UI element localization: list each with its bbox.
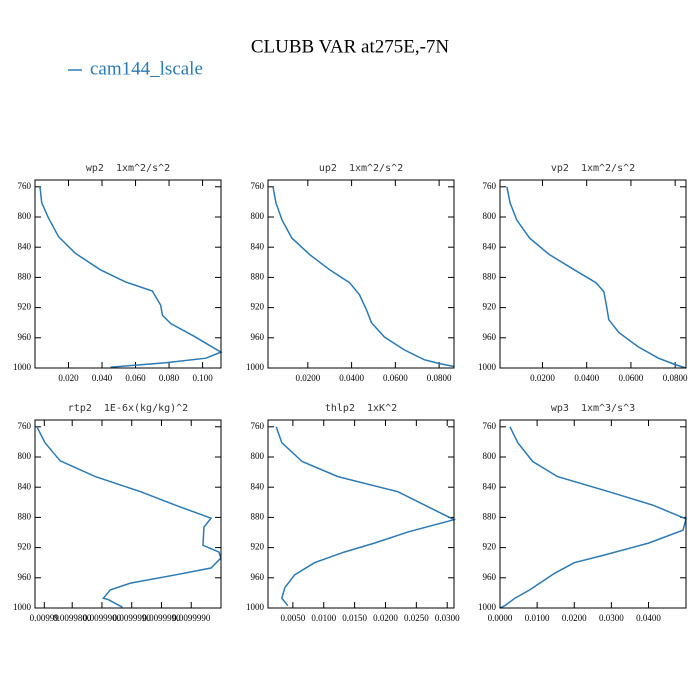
profile-line — [39, 186, 223, 368]
y-tick-label: 1000 — [478, 602, 497, 612]
profile-line — [272, 186, 455, 368]
y-tick-label: 880 — [251, 271, 265, 281]
y-tick-label: 800 — [483, 211, 497, 221]
y-tick-label: 800 — [251, 451, 265, 461]
y-tick-label: 880 — [18, 511, 32, 521]
axes-frame — [34, 419, 222, 609]
y-tick-label: 920 — [483, 542, 497, 552]
y-tick-label: 760 — [251, 181, 265, 191]
y-tick-label: 880 — [18, 271, 32, 281]
y-tick-label: 760 — [18, 421, 32, 431]
y-tick-label: 960 — [251, 572, 265, 582]
x-tick-label: 0.0099800 — [53, 613, 92, 623]
y-tick-label: 1000 — [246, 602, 265, 612]
y-tick-label: 760 — [18, 181, 32, 191]
x-tick-label: 0.0000 — [488, 613, 513, 623]
y-tick-label: 880 — [483, 511, 497, 521]
y-tick-label: 960 — [483, 572, 497, 582]
legend-label: cam144_lscale — [90, 58, 203, 79]
y-tick-label: 840 — [251, 481, 265, 491]
x-tick-label: 0.020 — [58, 373, 79, 383]
y-tick-label: 960 — [251, 332, 265, 342]
x-tick-label: 0.060 — [125, 373, 146, 383]
axes-frame — [267, 419, 455, 609]
y-tick-label: 920 — [251, 302, 265, 312]
x-tick-label: 0.040 — [92, 373, 113, 383]
x-tick-label: 0.0099900 — [83, 613, 122, 623]
profile-line — [499, 426, 687, 609]
x-tick-label: 0.0250 — [404, 613, 429, 623]
y-tick-label: 840 — [483, 481, 497, 491]
subplot-title: rtp2 1E-6x(kg/kg)^2 — [68, 403, 188, 414]
profile-line — [275, 426, 457, 607]
x-tick-label: 0.0100 — [525, 613, 550, 623]
y-tick-label: 800 — [483, 451, 497, 461]
x-tick-label: 0.0600 — [619, 373, 644, 383]
x-tick-label: 0.100 — [192, 373, 213, 383]
profile-line — [36, 426, 222, 608]
x-tick-label: 0.0200 — [562, 613, 587, 623]
x-tick-label: 0.0200 — [295, 373, 320, 383]
y-tick-label: 840 — [251, 241, 265, 251]
subplot-title: vp2 1xm^2/s^2 — [551, 163, 635, 174]
x-tick-label: 0.0400 — [339, 373, 364, 383]
y-tick-label: 880 — [251, 511, 265, 521]
x-tick-label: 0.080 — [159, 373, 180, 383]
y-tick-label: 760 — [483, 421, 497, 431]
x-tick-label: 0.0050 — [281, 613, 306, 623]
y-tick-label: 800 — [18, 211, 32, 221]
y-tick-label: 800 — [18, 451, 32, 461]
x-tick-label: 0.0400 — [574, 373, 599, 383]
x-tick-label: 0.0099990 — [113, 613, 152, 623]
axes-frame — [267, 179, 455, 369]
x-tick-label: 0.00999 — [30, 613, 60, 623]
y-tick-label: 800 — [251, 211, 265, 221]
y-tick-label: 760 — [251, 421, 265, 431]
subplot-title: wp2 1xm^2/s^2 — [86, 163, 170, 174]
x-tick-label: 0.0300 — [435, 613, 460, 623]
y-tick-label: 960 — [483, 332, 497, 342]
axes-frame — [499, 419, 687, 609]
y-tick-label: 920 — [18, 302, 32, 312]
y-tick-label: 1000 — [478, 362, 497, 372]
subplot-title: up2 1xm^2/s^2 — [319, 163, 403, 174]
axes-frame — [499, 179, 687, 369]
y-tick-label: 840 — [483, 241, 497, 251]
x-tick-label: 0.0099990 — [142, 613, 181, 623]
x-tick-label: 0.0800 — [663, 373, 688, 383]
x-tick-label: 0.0099990 — [172, 613, 211, 623]
figure-title: CLUBB VAR at275E,-7N — [251, 36, 450, 57]
y-tick-label: 760 — [483, 181, 497, 191]
y-tick-label: 1000 — [246, 362, 265, 372]
subplot-title: wp3 1xm^3/s^3 — [551, 403, 635, 414]
x-tick-label: 0.0200 — [373, 613, 398, 623]
y-tick-label: 880 — [483, 271, 497, 281]
axes-frame — [34, 179, 222, 369]
y-tick-label: 1000 — [13, 362, 32, 372]
x-tick-label: 0.0600 — [383, 373, 408, 383]
y-tick-label: 920 — [18, 542, 32, 552]
y-tick-label: 840 — [18, 481, 32, 491]
x-tick-label: 0.0300 — [599, 613, 624, 623]
y-tick-label: 1000 — [13, 602, 32, 612]
profile-line — [506, 186, 687, 369]
y-tick-label: 960 — [18, 332, 32, 342]
y-tick-label: 840 — [18, 241, 32, 251]
x-tick-label: 0.0100 — [311, 613, 336, 623]
y-tick-label: 920 — [251, 542, 265, 552]
x-tick-label: 0.0400 — [636, 613, 661, 623]
y-tick-label: 920 — [483, 302, 497, 312]
x-tick-label: 0.0200 — [530, 373, 555, 383]
y-tick-label: 960 — [18, 572, 32, 582]
x-tick-label: 0.0800 — [427, 373, 452, 383]
subplot-title: thlp2 1xK^2 — [325, 403, 397, 414]
x-tick-label: 0.0150 — [342, 613, 367, 623]
